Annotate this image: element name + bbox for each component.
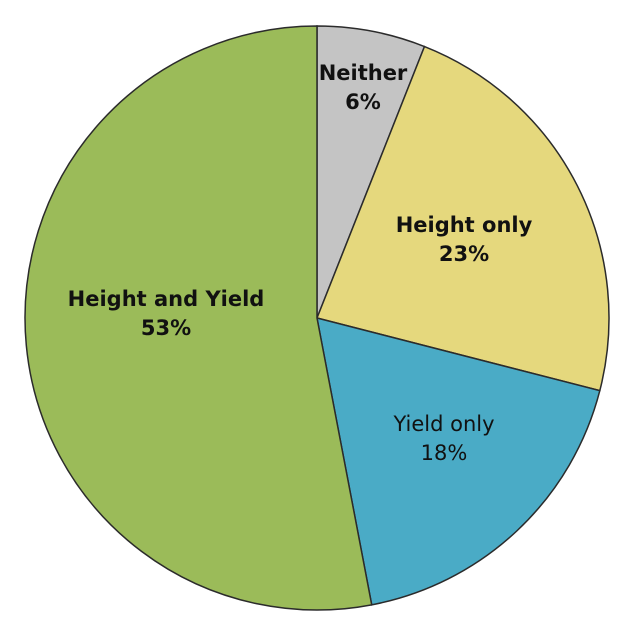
pie-slices bbox=[24, 25, 610, 611]
pie-slice-height-and-yield bbox=[24, 25, 373, 611]
slice-value-label: 18% bbox=[421, 441, 468, 465]
pie-slice-yield-only bbox=[316, 316, 601, 606]
slice-label: Neither bbox=[319, 61, 408, 85]
slice-value-label: 6% bbox=[345, 90, 381, 114]
slice-value-label: 53% bbox=[141, 316, 191, 340]
slice-label: Height and Yield bbox=[68, 287, 265, 311]
slice-value-label: 23% bbox=[439, 242, 489, 266]
slice-labels: Neither 6% Height only 23% Yield only 18% Heig… bbox=[68, 61, 533, 465]
slice-label: Height only bbox=[396, 213, 533, 237]
slice-label: Yield only bbox=[392, 412, 494, 436]
pie-slice-height-only bbox=[315, 45, 610, 392]
